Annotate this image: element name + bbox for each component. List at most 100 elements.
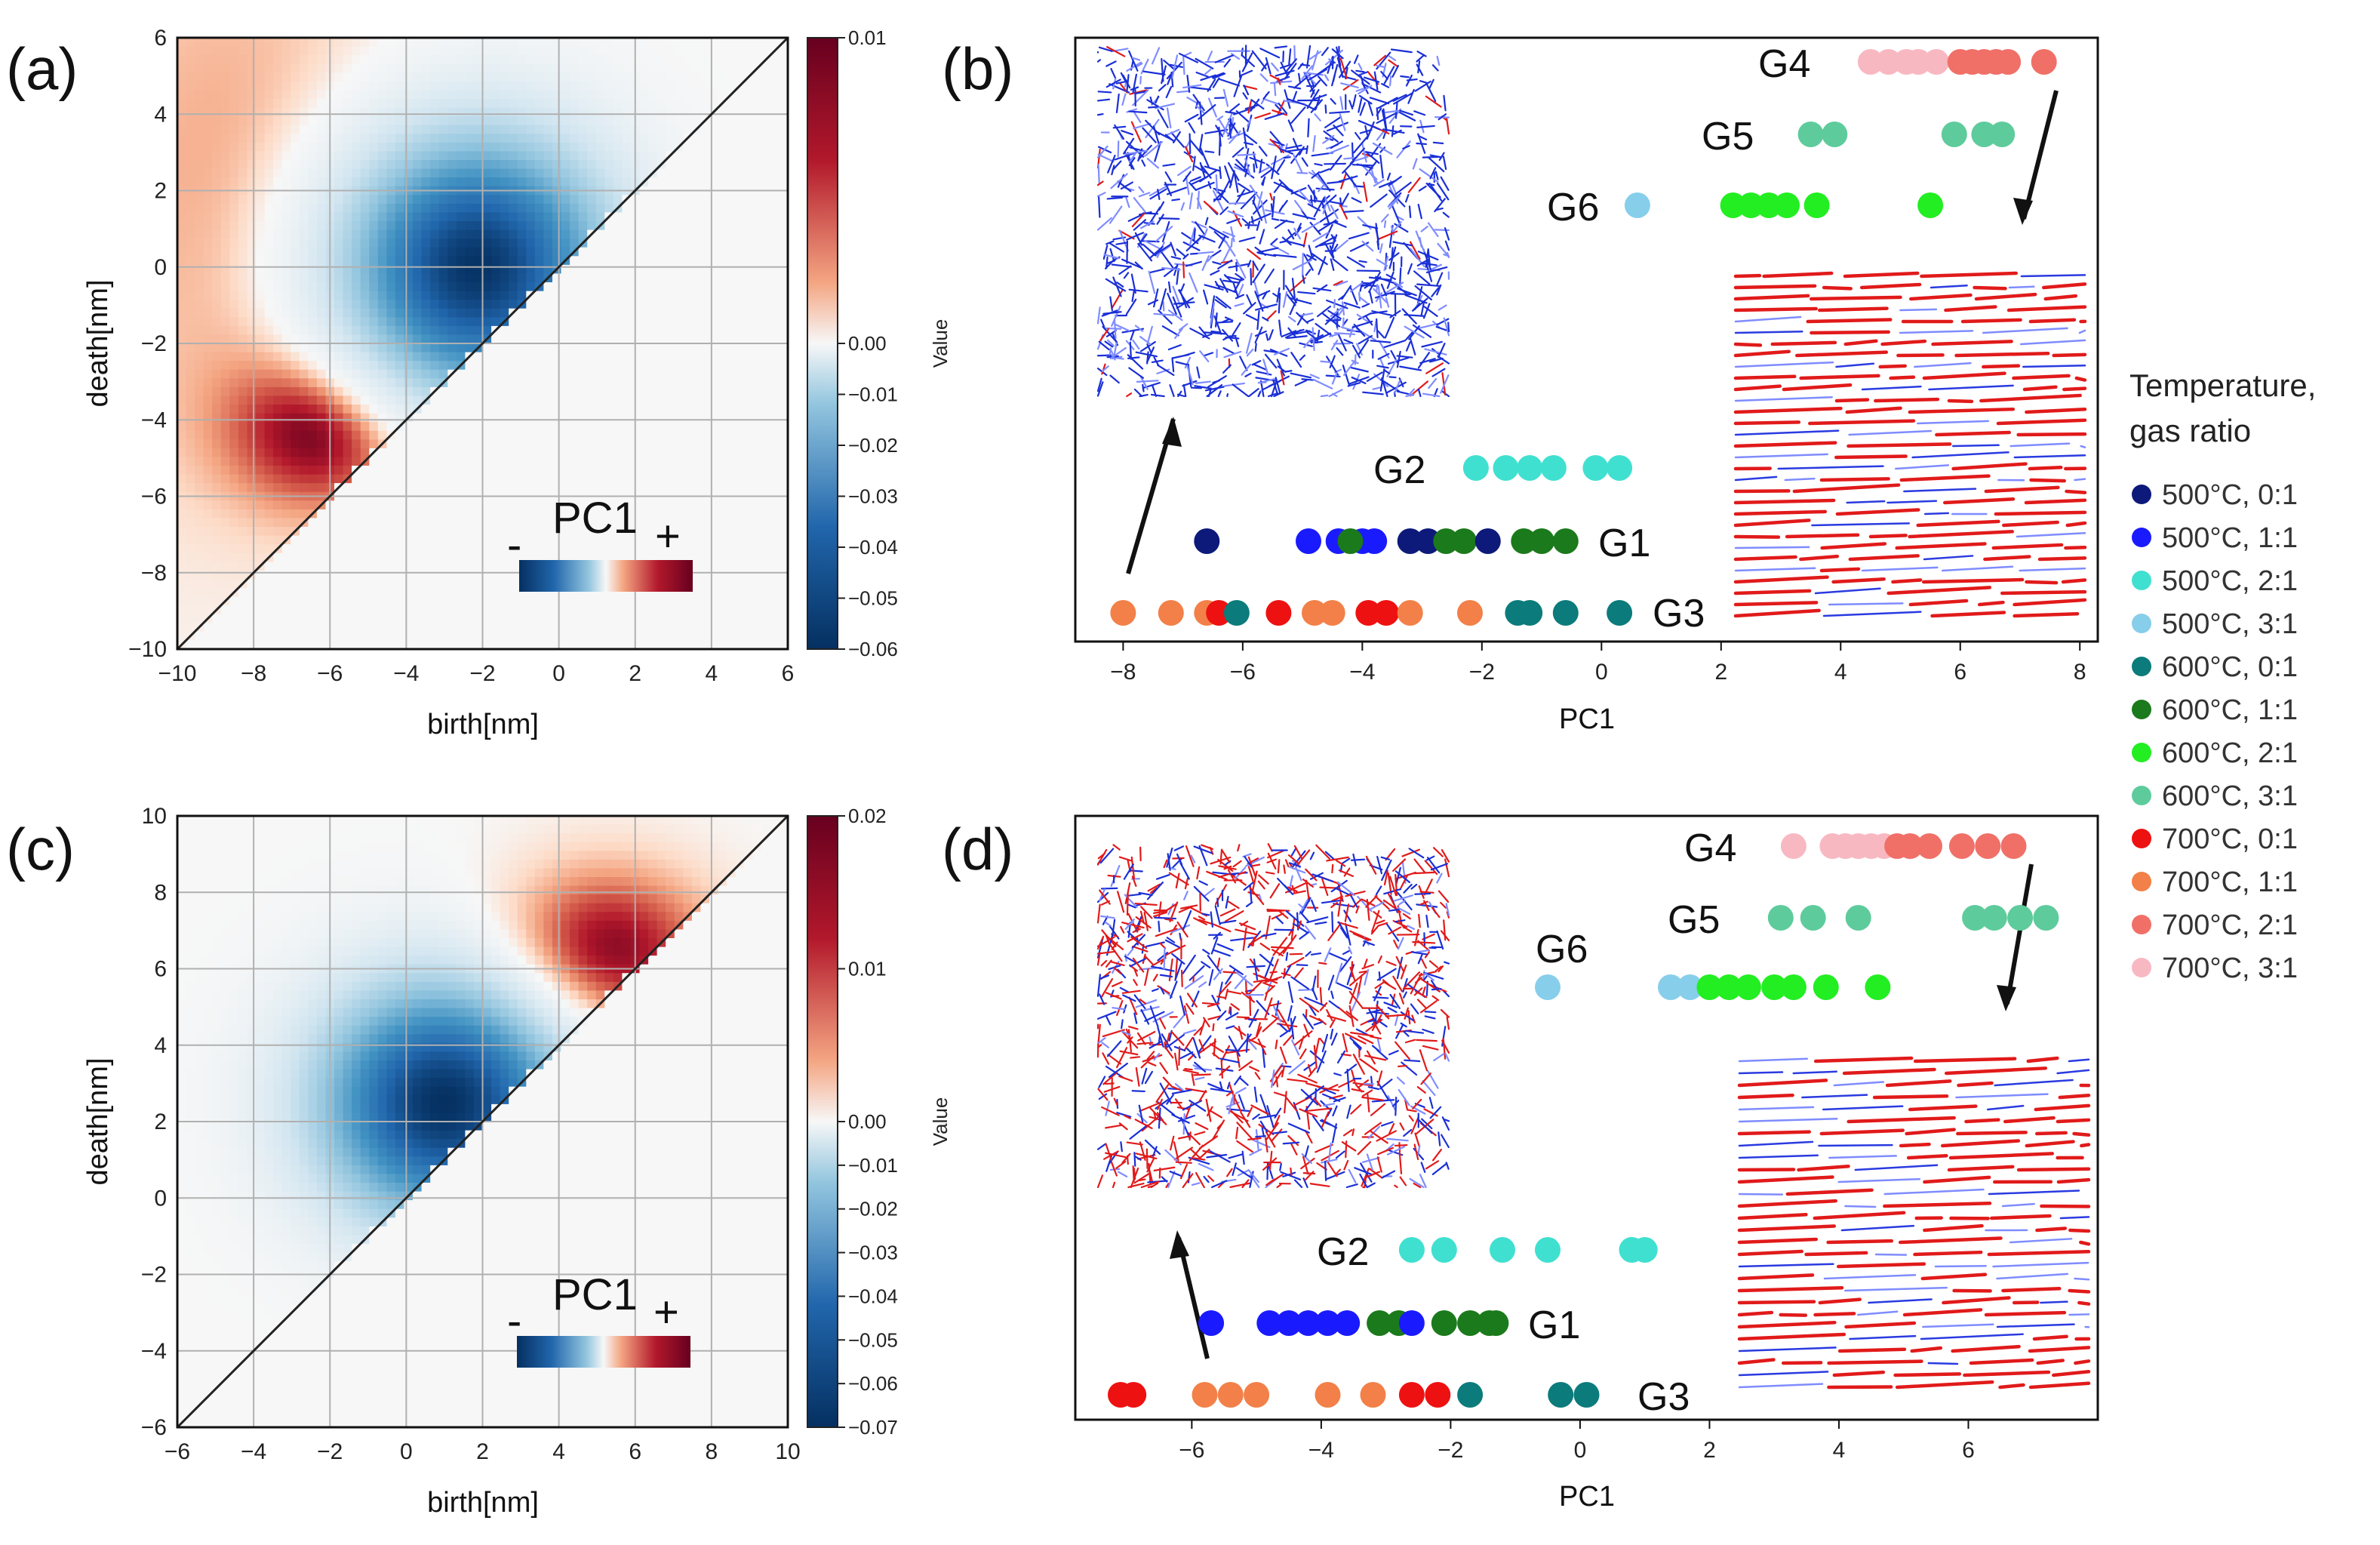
heatmap-cell [587,116,597,126]
heatmap-cell [438,466,449,476]
heatmap-cell [570,413,580,423]
heatmap-cell [744,107,754,117]
heatmap-cell [334,239,344,248]
heatmap-cell [203,125,214,135]
heatmap-cell [203,221,214,231]
heatmap-cell [177,317,187,327]
heatmap-cell [264,46,274,56]
heatmap-cell [360,623,371,632]
heatmap-cell [752,518,763,528]
heatmap-cell [186,291,195,300]
heatmap-cell [482,474,492,484]
heatmap-cell [195,247,204,257]
heatmap-cell [186,282,195,292]
heatmap-cell [438,605,449,615]
heatmap-cell [177,544,187,554]
heatmap-cell [683,631,693,642]
heatmap-cell [517,334,527,344]
heatmap-cell [718,439,727,449]
heatmap-cell [587,457,597,466]
heatmap-cell [430,579,440,589]
heatmap-cell [203,588,214,598]
heatmap-cell [718,422,727,432]
heatmap-cell [177,229,187,239]
heatmap-cell [465,361,475,371]
heatmap-cell [683,544,693,554]
heatmap-cell [500,562,509,571]
heatmap-cell [656,203,666,214]
heatmap-cell [595,291,606,300]
heatmap-cell [578,430,588,441]
heatmap-cell [220,544,231,554]
heatmap-cell [291,212,300,222]
heatmap-cell [648,596,658,606]
heatmap-cell [482,308,492,319]
heatmap-cell [482,562,492,571]
heatmap-cell [648,63,658,74]
heatmap-cell [404,509,414,519]
heatmap-cell [779,334,788,344]
heatmap-cell [509,623,518,632]
heatmap-cell [727,579,736,589]
heatmap-cell [177,439,187,449]
heatmap-cell [386,527,396,537]
heatmap-cell [352,369,361,380]
heatmap-cell [517,527,527,537]
heatmap-cell [613,518,623,528]
heatmap-cell [281,527,292,537]
heatmap-cell [595,99,606,109]
heatmap-cell [674,466,684,476]
heatmap-cell [473,457,484,466]
heatmap-cell [578,247,588,257]
heatmap-cell [779,352,788,362]
heatmap-cell [727,116,736,126]
heatmap-cell [587,605,597,615]
heatmap-cell [438,596,449,606]
heatmap-cell [430,439,440,449]
heatmap-cell [220,151,231,161]
heatmap-cell [613,212,623,222]
heatmap-cell [308,239,318,248]
heatmap-cell [299,46,309,56]
heatmap-cell [561,239,570,248]
heatmap-cell [500,99,509,109]
heatmap-cell [561,300,570,309]
heatmap-cell [727,317,736,327]
heatmap-cell [413,439,423,449]
heatmap-cell [770,457,780,466]
heatmap-cell [517,422,527,432]
heatmap-cell [648,142,658,152]
heatmap-cell [395,369,405,380]
heatmap-cell [264,134,274,143]
heatmap-cell [447,325,457,336]
heatmap-cell [195,439,204,449]
heatmap-cell [595,483,606,493]
heatmap-cell [177,239,187,248]
heatmap-cell [413,63,423,74]
heatmap-cell [308,334,318,344]
heatmap-cell [186,474,195,484]
heatmap-cell [352,386,361,397]
heatmap-cell [473,142,484,152]
heatmap-cell [622,125,632,135]
heatmap-cell [656,125,666,135]
heatmap-cell [273,596,283,606]
heatmap-cell [281,343,292,353]
heatmap-cell [752,282,763,292]
heatmap-cell [456,273,466,283]
heatmap-cell [500,369,509,380]
heatmap-cell [352,631,361,642]
heatmap-cell [238,527,248,537]
heatmap-cell [691,474,702,484]
heatmap-cell [264,588,274,598]
heatmap-cell [334,631,344,642]
heatmap-cell [465,63,475,74]
heatmap-cell [308,134,318,143]
heatmap-cell [247,352,257,362]
heatmap-cell [674,631,684,642]
heatmap-cell [395,256,405,266]
heatmap-cell [570,623,580,632]
heatmap-cell [770,308,780,319]
heatmap-cell [761,247,771,257]
heatmap-cell [299,395,309,405]
